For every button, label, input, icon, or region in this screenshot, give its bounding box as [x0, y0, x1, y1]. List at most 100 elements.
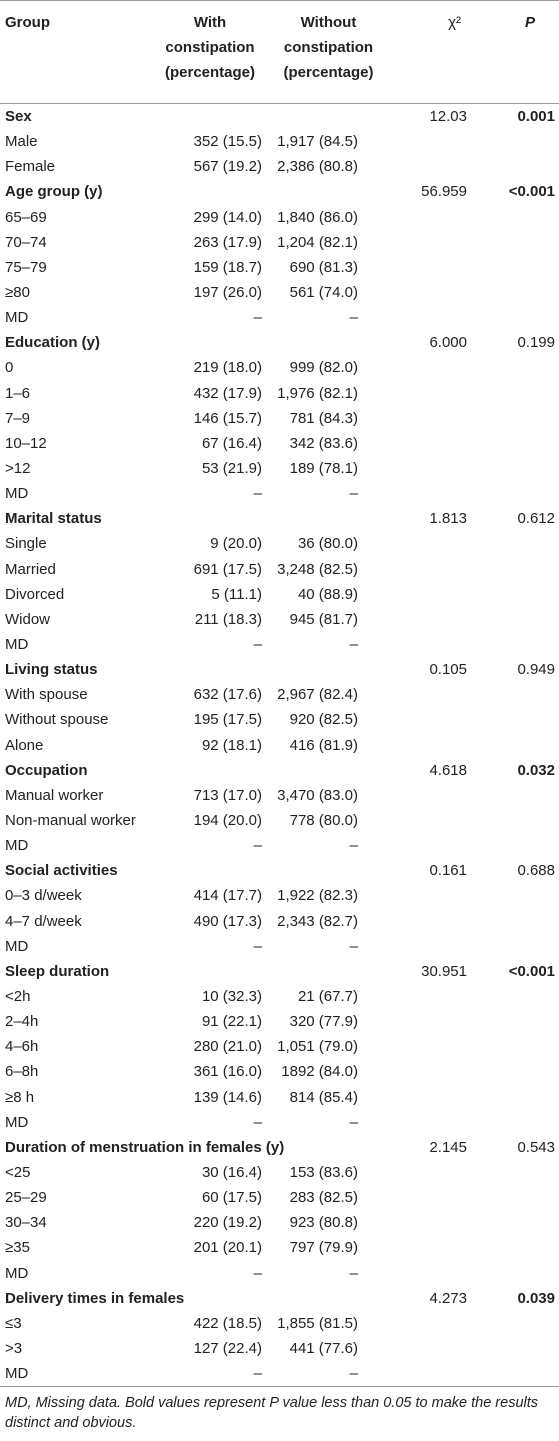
empty-cell — [475, 833, 559, 858]
sub-row: 0–3 d/week 414 (17.7) 1,922 (82.3) — [0, 883, 559, 908]
without-constipation: 2,386 (80.8) — [277, 158, 358, 176]
without-constipation: 797 (79.9) — [289, 1239, 358, 1257]
empty-cell — [375, 381, 475, 406]
without-constipation: 21 (67.7) — [297, 987, 358, 1005]
with-constipation: 9 (20.0) — [210, 535, 262, 553]
sub-row: MD – – — [0, 305, 559, 330]
empty-cell — [475, 355, 559, 380]
empty-cell — [375, 909, 475, 934]
sub-label: >3 — [5, 1339, 23, 1357]
without-constipation: 1,204 (82.1) — [277, 233, 358, 251]
sub-row: Divorced 5 (11.1) 40 (88.9) — [0, 582, 559, 607]
group-label: Delivery times in females — [5, 1289, 185, 1307]
empty-cell — [375, 808, 475, 833]
sub-label: <25 — [5, 1163, 31, 1181]
empty-cell — [150, 657, 270, 682]
group-row: Sex 12.03 0.001 — [0, 104, 559, 130]
empty-cell — [475, 984, 559, 1009]
empty-cell — [475, 230, 559, 255]
sub-row: MD – – — [0, 934, 559, 959]
sub-row: <2h 10 (32.3) 21 (67.7) — [0, 984, 559, 1009]
with-constipation: 490 (17.3) — [193, 912, 262, 930]
sub-row: Single 9 (20.0) 36 (80.0) — [0, 531, 559, 556]
with-constipation: 691 (17.5) — [193, 560, 262, 578]
empty-cell — [475, 205, 559, 230]
empty-cell — [375, 230, 475, 255]
with-constipation: – — [253, 485, 262, 503]
empty-cell — [475, 431, 559, 456]
without-constipation: 1,917 (84.5) — [277, 133, 358, 151]
header-cell: Without constipation (percentage) — [270, 0, 375, 104]
with-constipation: 194 (20.0) — [193, 812, 262, 829]
with-constipation: – — [253, 636, 262, 654]
header-row: Group With constipation (percentage) Witho… — [0, 0, 559, 104]
without-constipation: 690 (81.3) — [289, 258, 358, 276]
chi-square: 12.03 — [429, 108, 467, 126]
sub-row: 0 219 (18.0) 999 (82.0) — [0, 355, 559, 380]
with-constipation: 67 (16.4) — [201, 434, 262, 452]
empty-cell — [475, 934, 559, 959]
sub-row: 6–8h 361 (16.0) 1892 (84.0) — [0, 1059, 559, 1084]
empty-cell — [150, 959, 270, 984]
sub-row: ≥35 201 (20.1) 797 (79.9) — [0, 1235, 559, 1260]
sub-label: MD — [5, 937, 29, 955]
without-constipation: 814 (85.4) — [289, 1088, 358, 1106]
chi-square: 1.813 — [429, 510, 467, 528]
empty-cell — [475, 1059, 559, 1084]
sub-label: 25–29 — [5, 1189, 47, 1207]
empty-cell — [375, 1059, 475, 1084]
p-value: <0.001 — [508, 183, 555, 201]
empty-cell — [475, 707, 559, 732]
empty-cell — [475, 1210, 559, 1235]
group-row: Sleep duration 30.951 <0.001 — [0, 959, 559, 984]
with-constipation: 92 (18.1) — [201, 736, 262, 754]
sub-label: 6–8h — [5, 1063, 39, 1081]
sub-label: 1–6 — [5, 384, 31, 402]
empty-cell — [375, 129, 475, 154]
with-constipation: 139 (14.6) — [193, 1088, 262, 1106]
empty-cell — [375, 205, 475, 230]
chi-square: 30.951 — [421, 962, 467, 980]
p-value: 0.612 — [517, 510, 555, 528]
with-constipation: 713 (17.0) — [193, 786, 262, 804]
empty-cell — [375, 154, 475, 179]
empty-cell — [375, 582, 475, 607]
sub-row: MD – – — [0, 1260, 559, 1285]
empty-cell — [475, 557, 559, 582]
without-constipation: – — [349, 837, 358, 855]
sub-label: 65–69 — [5, 208, 47, 226]
empty-cell — [270, 657, 375, 682]
sub-row: Without spouse 195 (17.5) 920 (82.5) — [0, 707, 559, 732]
empty-cell — [475, 883, 559, 908]
empty-cell — [475, 682, 559, 707]
sub-label: >12 — [5, 460, 31, 478]
empty-cell — [270, 758, 375, 783]
empty-cell — [375, 1311, 475, 1336]
empty-cell — [270, 1286, 375, 1311]
empty-cell — [270, 104, 375, 130]
without-constipation: 1,840 (86.0) — [277, 208, 358, 226]
sub-row: MD – – — [0, 1361, 559, 1388]
empty-cell — [375, 305, 475, 330]
with-constipation: 5 (11.1) — [211, 585, 262, 603]
with-constipation: – — [253, 837, 262, 855]
with-constipation: – — [253, 1264, 262, 1282]
without-constipation: 1892 (84.0) — [281, 1063, 358, 1081]
empty-cell — [375, 1009, 475, 1034]
sub-row: 4–7 d/week 490 (17.3) 2,343 (82.7) — [0, 909, 559, 934]
p-value: <0.001 — [508, 962, 555, 980]
without-constipation: – — [270, 1361, 375, 1388]
chi-square: 4.618 — [429, 761, 467, 779]
with-constipation: 567 (19.2) — [193, 158, 262, 176]
empty-cell — [375, 682, 475, 707]
sub-label: MD — [5, 1113, 29, 1131]
empty-cell — [475, 909, 559, 934]
p-value: 0.039 — [517, 1289, 555, 1307]
empty-cell — [150, 506, 270, 531]
p-value: 0.688 — [517, 862, 555, 880]
empty-cell — [375, 1110, 475, 1135]
sub-label: MD — [5, 1264, 29, 1282]
empty-cell — [375, 707, 475, 732]
without-constipation: 920 (82.5) — [289, 711, 358, 729]
